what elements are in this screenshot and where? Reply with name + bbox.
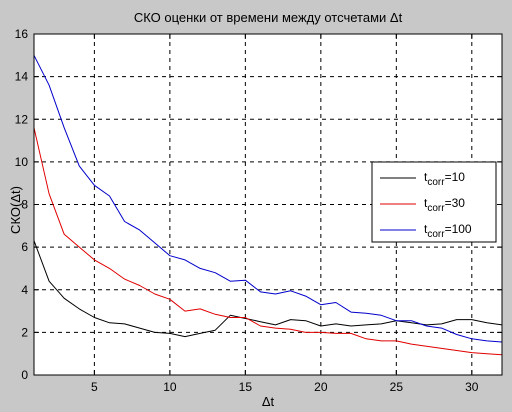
y-tick-label: 14 [15,70,29,84]
legend-box [371,161,497,243]
series-line-0 [33,240,503,338]
legend-label-2: tcorr=100 [424,222,472,240]
x-tick-label: 25 [390,380,404,394]
series-line-1 [33,127,503,356]
x-tick-label: 5 [91,380,98,394]
x-tick-label: 30 [465,380,479,394]
legend[interactable]: tcorr=10 tcorr=30 tcorr=100 [371,161,497,243]
legend-label-1: tcorr=30 [424,196,465,214]
y-tick-label: 0 [21,368,28,382]
x-tick-label: 20 [314,380,328,394]
y-tick-label: 12 [15,112,29,126]
y-tick-label: 8 [21,198,28,212]
y-tick-label: 2 [21,325,28,339]
x-tick-label: 10 [163,380,177,394]
y-tick-label: 4 [21,283,28,297]
chart-title: СКО оценки от времени между отсчетами Δt [134,10,403,25]
y-axis-label: СКО(Δt) [8,186,23,234]
series-line-2 [33,55,503,343]
y-tick-labels: 0 2 4 6 8 10 12 14 16 [15,27,29,382]
x-tick-labels: 5 10 15 20 25 30 [91,380,479,394]
x-tick-label: 15 [239,380,253,394]
y-tick-label: 6 [21,240,28,254]
axes-box [33,33,503,376]
x-axis-label: Δt [262,394,275,409]
y-tick-label: 10 [15,155,29,169]
legend-label-0: tcorr=10 [424,170,465,188]
y-tick-label: 16 [15,27,29,41]
series-layer [33,55,503,356]
